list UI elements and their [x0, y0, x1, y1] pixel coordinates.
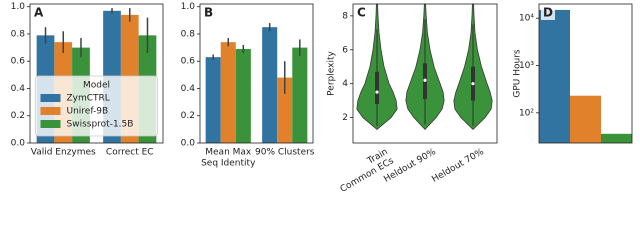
y-tick-label: 4	[342, 79, 348, 89]
violin-median	[471, 82, 475, 86]
y-tick-label: 6	[342, 45, 348, 55]
panel-label: A	[34, 6, 44, 20]
x-tick-label: Valid Enzymes	[31, 148, 96, 158]
y-tick-label: 0.2	[11, 111, 25, 121]
panel-label-bg	[32, 5, 46, 20]
legend-swatch	[40, 94, 61, 102]
panel-label: B	[204, 6, 213, 20]
y-tick-label: 0.4	[11, 84, 26, 94]
y-tick-label: 0.6	[181, 57, 196, 67]
y-tick-label: 0.4	[181, 84, 196, 94]
y-tick-label: 8	[342, 11, 348, 21]
panel-label: C	[357, 6, 366, 20]
y-tick-label: 2	[342, 113, 348, 123]
y-tick-label: 10⁴	[519, 14, 534, 24]
legend-title: Model	[83, 81, 110, 91]
panel-label-bg	[541, 5, 555, 20]
bar	[601, 133, 632, 143]
legend-swatch	[40, 107, 61, 115]
y-tick-label: 0.8	[181, 29, 196, 39]
y-axis-label: GPU Hours	[513, 49, 523, 98]
legend-label: Swissprot-1.5B	[67, 120, 134, 130]
figure: 0.0 0.2 0.4 0.6 0.8 1.0 Valid Enzymes Correct E…	[11, 2, 633, 195]
y-tick-label: 1.0	[11, 2, 26, 12]
x-tick-label: Correct EC	[106, 148, 154, 158]
y-tick-label: 0.2	[181, 111, 195, 121]
x-tick-label: Heldout 70%	[430, 147, 486, 185]
legend-box	[35, 75, 158, 137]
axes-frame	[352, 3, 498, 144]
y-tick-label: 1.0	[181, 2, 196, 12]
x-tick-label: Mean Max	[205, 148, 252, 158]
bar	[570, 95, 601, 143]
legend-label: ZymCTRL	[67, 94, 110, 104]
panel-label-bg	[355, 5, 369, 20]
legend-label: Uniref-9B	[67, 107, 109, 117]
bar	[205, 57, 221, 143]
bar	[277, 77, 293, 143]
axes-frame	[199, 3, 314, 144]
y-tick-label: 10³	[519, 61, 534, 71]
y-axis-label: Perplexity	[327, 51, 337, 96]
panel-label-bg	[202, 5, 216, 20]
x-tick-label: 90% Clusters	[255, 148, 315, 158]
axes-frame	[538, 3, 633, 144]
bar	[292, 47, 308, 143]
violin-median	[423, 78, 427, 82]
bar	[262, 27, 278, 144]
axes-frame	[29, 3, 164, 144]
violin-median	[375, 90, 379, 94]
y-tick-label: 0.0	[11, 139, 26, 149]
panel-label: D	[543, 6, 553, 20]
y-tick-label: 10²	[519, 108, 534, 118]
y-tick-label: 0.8	[11, 29, 26, 39]
bar	[235, 48, 251, 143]
bar	[539, 9, 570, 143]
legend-swatch	[40, 120, 61, 128]
y-tick-label: 0.0	[181, 139, 196, 149]
y-tick-label: 0.6	[11, 57, 26, 67]
x-tick-label: Seq Identity	[201, 159, 256, 169]
bar	[220, 42, 236, 144]
